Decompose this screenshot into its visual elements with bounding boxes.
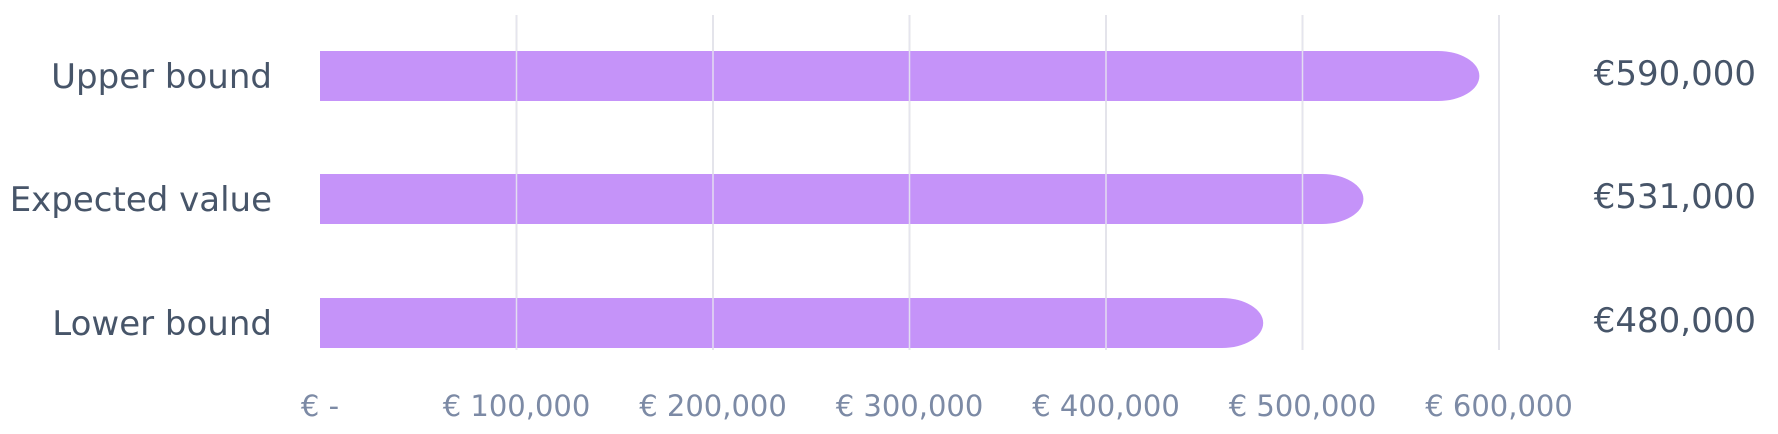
- bar-lower-bound: [320, 298, 1263, 348]
- value-labels: €590,000 €531,000 €480,000: [1594, 54, 1756, 341]
- x-tick-label: € 600,000: [1425, 389, 1573, 423]
- category-label: Lower bound: [52, 304, 272, 344]
- x-tick-label: € -: [301, 389, 339, 423]
- bar-expected-value: [320, 174, 1363, 224]
- x-tick-label: € 100,000: [443, 389, 591, 423]
- category-label: Upper bound: [51, 57, 272, 97]
- value-label: €480,000: [1594, 301, 1756, 341]
- value-label: €590,000: [1594, 54, 1756, 94]
- category-label: Expected value: [10, 180, 272, 220]
- x-tick-label: € 200,000: [639, 389, 787, 423]
- value-label: €531,000: [1594, 177, 1756, 217]
- x-axis-tick-labels: € - € 100,000 € 200,000 € 300,000 € 400,000 €…: [301, 389, 1573, 423]
- category-labels: Upper bound Expected value Lower bound: [10, 57, 272, 344]
- bars: [320, 51, 1479, 348]
- x-tick-label: € 500,000: [1229, 389, 1377, 423]
- x-tick-label: € 400,000: [1032, 389, 1180, 423]
- bar-upper-bound: [320, 51, 1479, 101]
- x-tick-label: € 300,000: [836, 389, 984, 423]
